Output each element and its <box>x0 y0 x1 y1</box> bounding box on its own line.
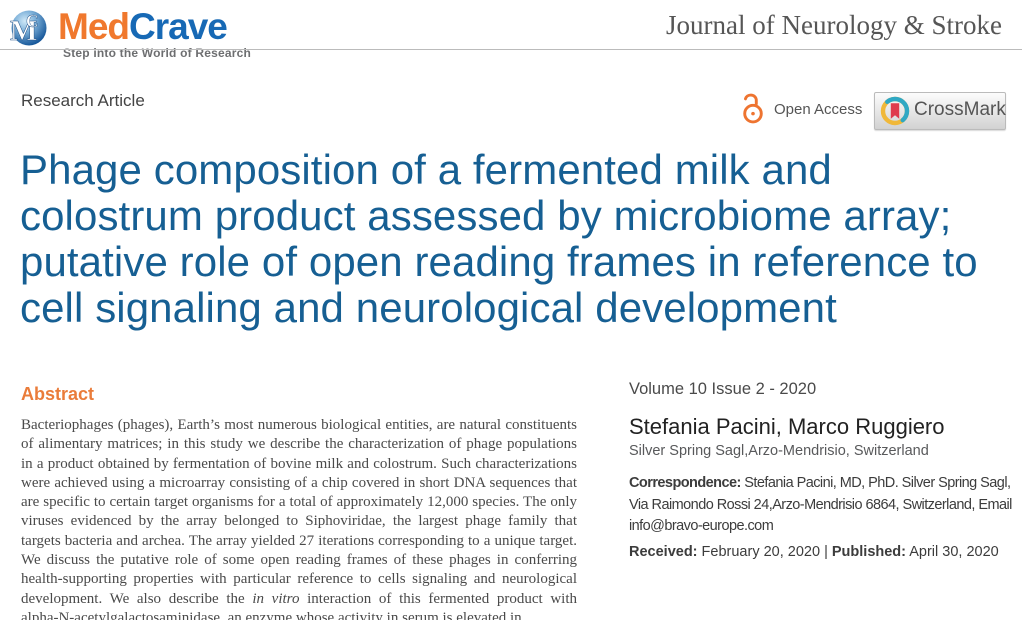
svg-text:C: C <box>26 11 39 31</box>
